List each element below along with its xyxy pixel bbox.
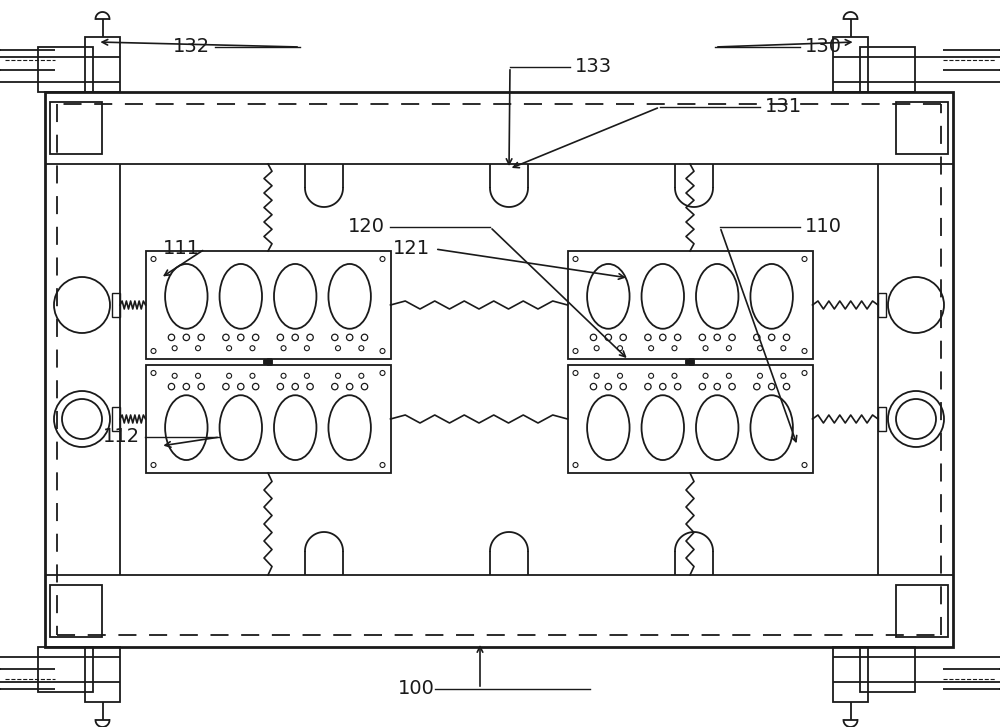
Bar — [146, 365, 390, 473]
Text: 131: 131 — [765, 97, 802, 116]
Text: 132: 132 — [173, 38, 210, 57]
Bar — [45, 92, 953, 647]
Bar — [878, 293, 886, 317]
Bar — [568, 365, 812, 473]
Text: 111: 111 — [163, 239, 200, 259]
Bar — [146, 251, 390, 359]
Bar — [50, 585, 102, 637]
Bar — [878, 407, 886, 431]
Text: 133: 133 — [575, 57, 612, 76]
Text: 100: 100 — [398, 680, 435, 699]
Bar — [50, 102, 102, 154]
Text: 130: 130 — [805, 38, 842, 57]
Bar — [896, 102, 948, 154]
Bar — [85, 37, 120, 92]
Bar — [112, 407, 120, 431]
Bar — [568, 251, 812, 359]
Bar — [896, 585, 948, 637]
Bar — [833, 647, 868, 702]
Bar — [112, 293, 120, 317]
Bar — [38, 647, 93, 692]
Bar — [860, 647, 915, 692]
Text: 121: 121 — [393, 239, 430, 259]
Bar — [860, 47, 915, 92]
Bar — [85, 647, 120, 702]
Text: 112: 112 — [103, 427, 140, 446]
Text: 120: 120 — [348, 217, 385, 236]
Bar — [833, 37, 868, 92]
Bar — [38, 47, 93, 92]
Text: 110: 110 — [805, 217, 842, 236]
